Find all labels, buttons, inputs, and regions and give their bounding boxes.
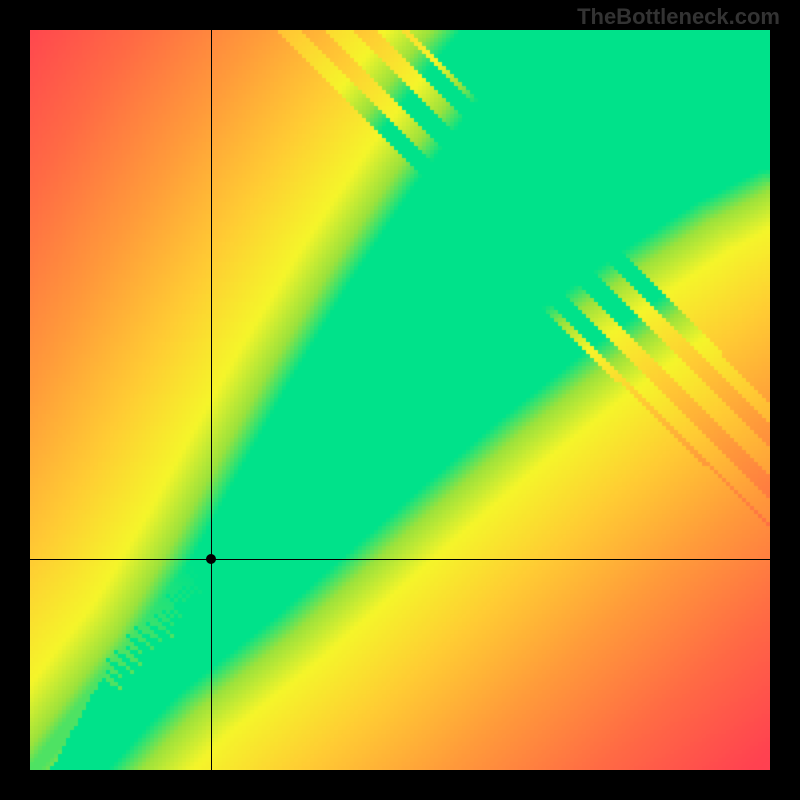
heatmap-canvas [30,30,770,770]
watermark-text: TheBottleneck.com [577,4,780,30]
heatmap-plot [30,30,770,770]
crosshair-vertical [211,30,212,770]
crosshair-marker [206,554,216,564]
crosshair-horizontal [30,559,770,560]
